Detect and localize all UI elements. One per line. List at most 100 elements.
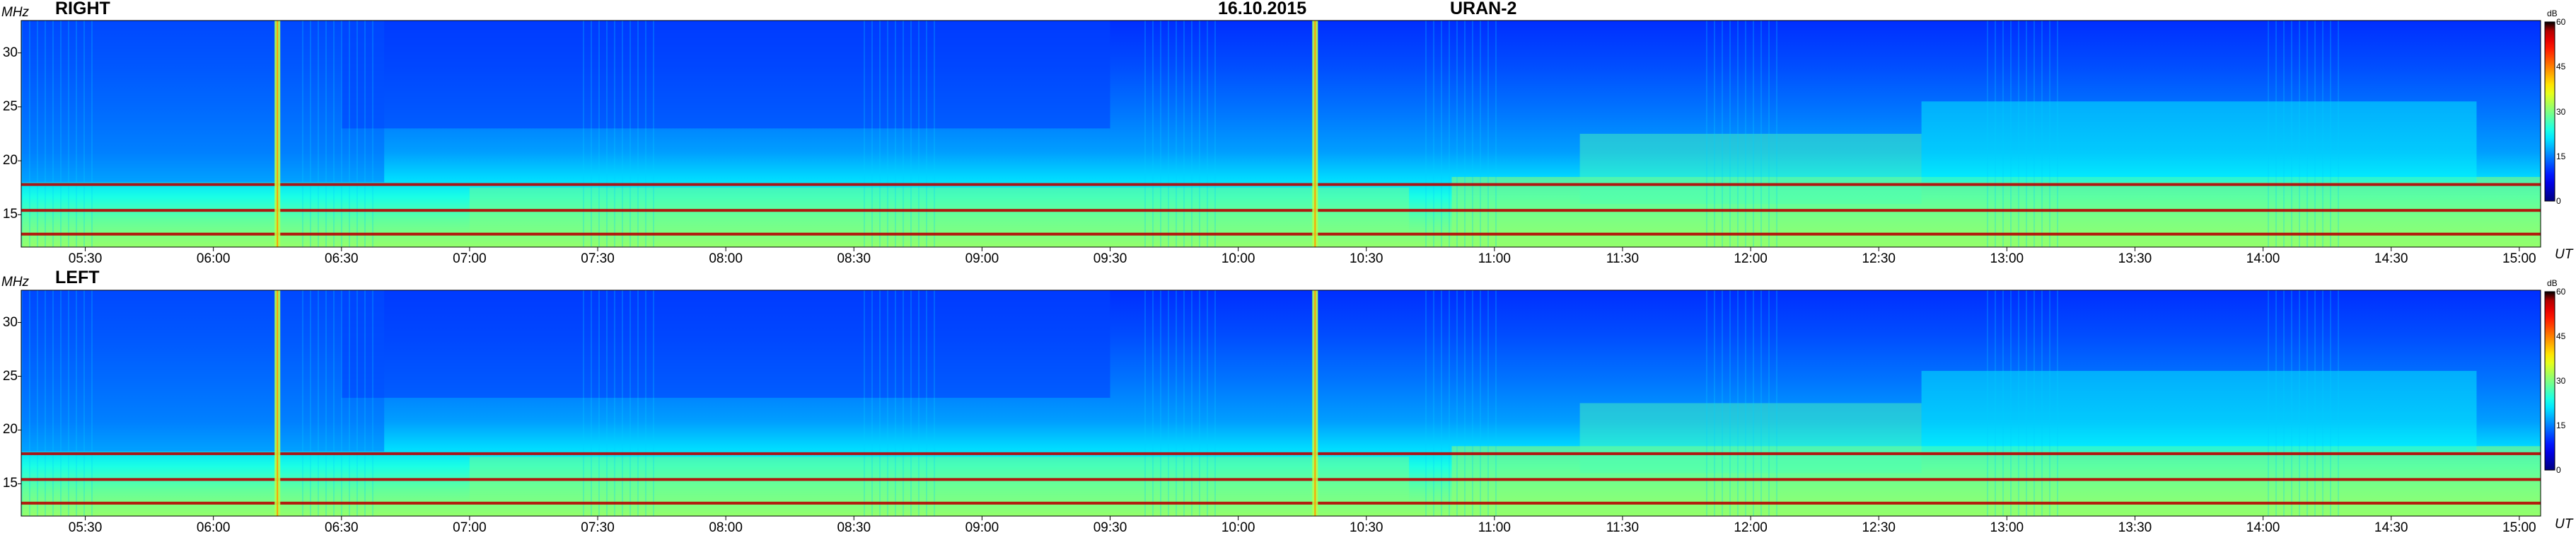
interference-streak <box>1152 21 1154 247</box>
colorbar-tick-label: 15 <box>2556 420 2566 430</box>
x-tick-label: 11:30 <box>1606 520 1640 535</box>
interference-streak <box>1495 290 1497 516</box>
x-tick-label: 13:00 <box>1990 251 2024 266</box>
interference-streak <box>76 290 77 516</box>
x-tick-label: 14:30 <box>2374 520 2408 535</box>
interference-streak <box>1706 21 1707 247</box>
intensity-patch <box>1921 370 2477 452</box>
interference-streak <box>1168 290 1169 516</box>
interference-streak <box>1722 21 1723 247</box>
x-tick-label: 07:00 <box>453 251 487 266</box>
y-tick-label: 20 <box>2 153 18 168</box>
panel-left-xlabel: UT <box>2555 517 2573 532</box>
interference-streak <box>1729 21 1731 247</box>
interference-streak <box>1191 290 1193 516</box>
interference-streak <box>302 290 303 516</box>
y-tick-label: 25 <box>2 368 18 384</box>
interference-streak <box>1987 21 1988 247</box>
intensity-patch <box>341 21 1110 129</box>
interference-streak <box>934 290 935 516</box>
x-tick-label: 06:00 <box>196 520 231 535</box>
x-tick-label: 14:30 <box>2374 251 2408 266</box>
interference-streak <box>1425 290 1427 516</box>
interference-streak <box>60 21 62 247</box>
interference-streak <box>2010 21 2012 247</box>
interference-streak <box>1464 290 1466 516</box>
interference-streak <box>630 290 631 516</box>
interference-streak <box>1191 21 1193 247</box>
plot-frame <box>21 290 2541 517</box>
interference-streak <box>91 290 93 516</box>
radio-burst-core <box>1314 290 1316 516</box>
interference-streak <box>926 290 927 516</box>
y-tick-label: 15 <box>2 476 18 491</box>
emission-band <box>21 209 2541 212</box>
emission-band <box>21 232 2541 236</box>
interference-streak <box>68 21 69 247</box>
interference-streak <box>1480 290 1481 516</box>
interference-streak <box>864 290 865 516</box>
interference-streak <box>2049 21 2050 247</box>
interference-streak <box>1199 21 1200 247</box>
interference-streak <box>1449 21 1450 247</box>
intensity-patch <box>1579 134 1922 205</box>
interference-streak <box>21 290 23 516</box>
interference-streak <box>1168 21 1169 247</box>
interference-streak <box>349 21 350 247</box>
interference-streak <box>1760 21 1762 247</box>
emission-band <box>21 501 2541 505</box>
intensity-patch <box>21 290 385 452</box>
interference-streak <box>1176 21 1177 247</box>
x-tick-label: 08:30 <box>837 520 871 535</box>
intensity-patch <box>1921 101 2477 183</box>
interference-streak <box>21 21 23 247</box>
interference-streak <box>879 21 881 247</box>
intensity-patch <box>341 290 1110 398</box>
interference-streak <box>1706 290 1707 516</box>
interference-streak <box>1753 290 1754 516</box>
colorbar-tick-label: 60 <box>2556 17 2566 27</box>
interference-streak <box>2299 21 2300 247</box>
interference-streak <box>1433 290 1434 516</box>
interference-streak <box>1441 290 1442 516</box>
interference-streak <box>2033 21 2035 247</box>
interference-streak <box>2291 290 2292 516</box>
interference-streak <box>2268 21 2269 247</box>
interference-streak <box>1456 21 1458 247</box>
emission-band <box>21 452 2541 455</box>
interference-streak <box>1487 290 1489 516</box>
interference-streak <box>310 21 311 247</box>
interference-streak <box>1480 21 1481 247</box>
interference-streak <box>2002 290 2004 516</box>
interference-streak <box>1987 290 1988 516</box>
interference-streak <box>2033 290 2035 516</box>
interference-streak <box>1753 21 1754 247</box>
x-tick-label: 12:30 <box>1862 251 1896 266</box>
panel-left-colorbar-unit: dB <box>2547 278 2558 288</box>
x-tick-label: 11:00 <box>1478 520 1511 535</box>
interference-streak <box>1776 290 1777 516</box>
interference-streak <box>2338 290 2339 516</box>
interference-streak <box>325 21 327 247</box>
interference-streak <box>91 21 93 247</box>
x-tick-label: 10:00 <box>1221 251 1255 266</box>
x-tick-label: 10:30 <box>1349 251 1383 266</box>
interference-streak <box>591 290 592 516</box>
interference-streak <box>83 290 85 516</box>
interference-streak <box>614 290 615 516</box>
interference-streak <box>2018 290 2019 516</box>
x-tick-label: 08:00 <box>709 251 743 266</box>
interference-streak <box>895 21 896 247</box>
y-tick-label: 15 <box>2 207 18 222</box>
interference-streak <box>1214 290 1216 516</box>
interference-streak <box>1425 21 1427 247</box>
radio-burst-core <box>1314 21 1316 247</box>
interference-streak <box>1995 290 1996 516</box>
y-tick-label: 20 <box>2 422 18 437</box>
interference-streak <box>583 21 584 247</box>
x-tick-label: 12:00 <box>1734 251 1768 266</box>
interference-streak <box>1760 290 1762 516</box>
x-tick-label: 07:30 <box>581 520 615 535</box>
interference-streak <box>1183 21 1185 247</box>
interference-streak <box>910 21 912 247</box>
